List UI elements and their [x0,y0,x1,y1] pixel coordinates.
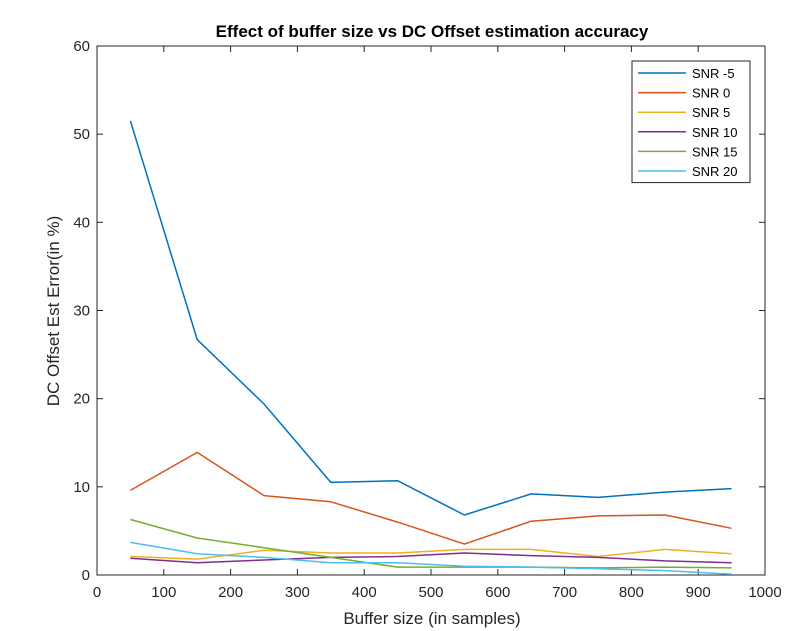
x-tick-label: 0 [93,584,101,601]
legend-entry: SNR -5 [692,66,735,81]
x-tick-label: 800 [619,584,644,601]
series-line-snr20 [130,541,732,575]
legend-entry: SNR 10 [692,125,738,140]
series-line-snr10 [130,552,732,564]
legend-entry: SNR 15 [692,144,738,159]
y-tick-label: 50 [73,126,90,143]
x-tick-label: 700 [552,584,577,601]
legend-box [631,60,751,184]
series-line-snr0 [130,451,732,545]
series-line-snr15 [130,518,732,569]
y-tick-label: 30 [73,303,90,320]
legend: SNR -5 SNR 0 SNR 5 SNR 10 SNR 15 SNR 20 [631,60,751,184]
y-tick-label: 0 [82,567,90,584]
x-tick-label: 900 [686,584,711,601]
y-tick-labels: 0 10 20 30 40 50 60 [73,38,90,584]
legend-entry: SNR 20 [692,164,738,179]
x-tick-label: 400 [352,584,377,601]
legend-entry: SNR 5 [692,105,730,120]
x-tick-label: 1000 [748,584,781,601]
series-lines [129,120,732,575]
y-tick-label: 60 [73,38,90,55]
chart-title: Effect of buffer size vs DC Offset estim… [216,22,649,41]
x-tick-label: 300 [285,584,310,601]
x-axis-label: Buffer size (in samples) [343,609,520,628]
series-line-snrneg5 [129,120,732,516]
x-tick-label: 500 [418,584,443,601]
axis-ticks [96,45,766,576]
y-tick-label: 20 [73,391,90,408]
x-tick-label: 100 [151,584,176,601]
y-tick-label: 10 [73,479,90,496]
x-tick-label: 200 [218,584,243,601]
series-line-snr5 [130,548,732,560]
x-tick-labels: 0 100 200 300 400 500 600 700 800 900 1000 [93,584,782,601]
y-axis-label: DC Offset Est Error(in %) [44,216,63,407]
y-tick-label: 40 [73,214,90,231]
legend-entry: SNR 0 [692,86,730,101]
x-tick-label: 600 [485,584,510,601]
